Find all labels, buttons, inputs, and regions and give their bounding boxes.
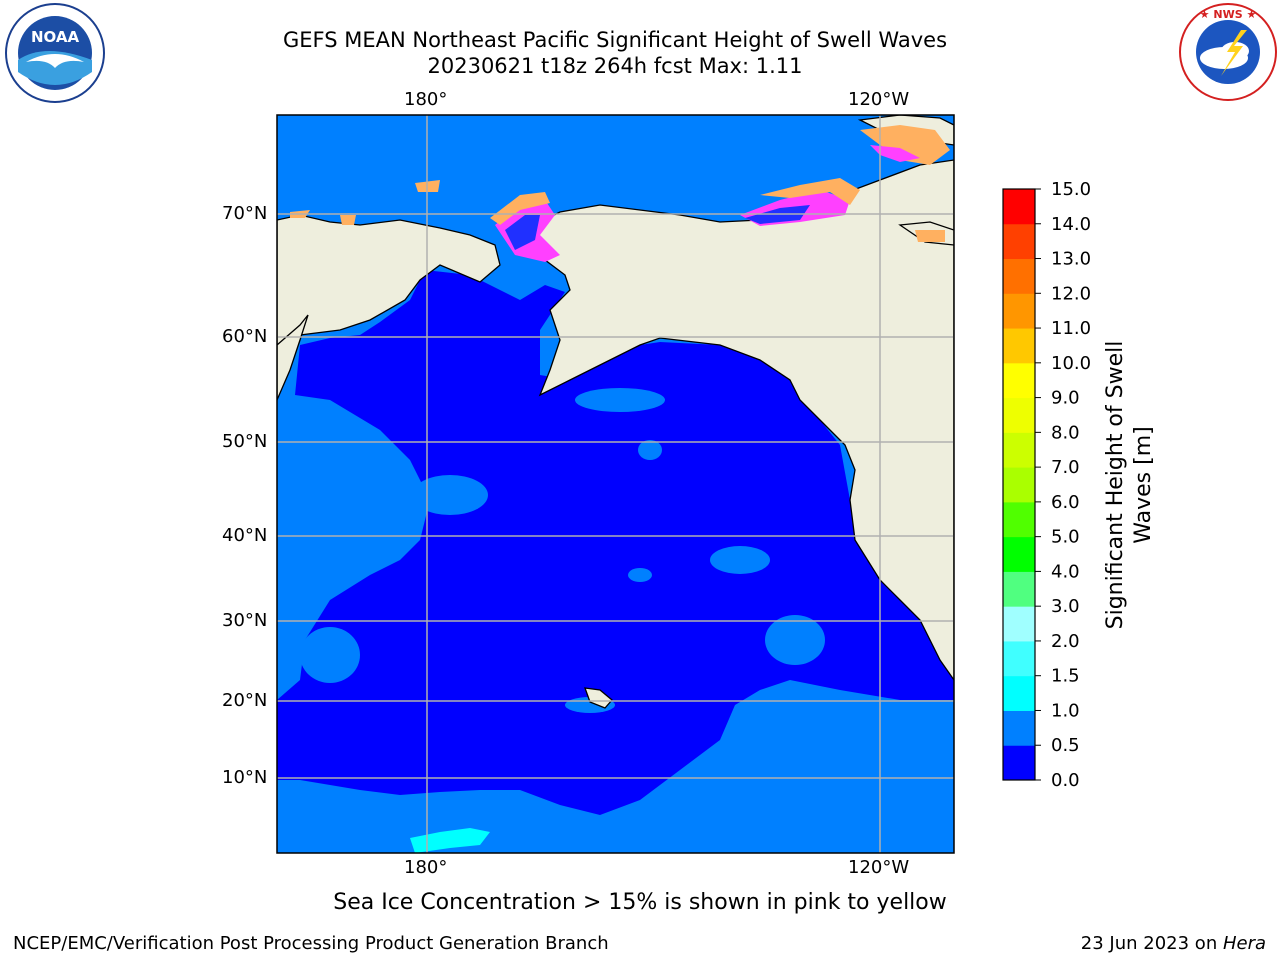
- footer-machine: Hera: [1222, 933, 1266, 954]
- lon-label-top-120w: 120°W: [848, 89, 910, 110]
- colorbar-segment: [1003, 710, 1035, 746]
- colorbar-segment: [1003, 189, 1035, 225]
- lon-label-top-180: 180°: [404, 89, 448, 110]
- sea-ice-caption: Sea Ice Concentration > 15% is shown in …: [333, 890, 947, 915]
- colorbar-segment: [1003, 745, 1035, 781]
- colorbar-segment: [1003, 536, 1035, 572]
- colorbar-tick-label: 2.0: [1051, 631, 1080, 652]
- colorbar-tick-label: 7.0: [1051, 457, 1080, 478]
- lat-label-20n: 20°N: [222, 690, 268, 711]
- swell-field-0-0p5: [277, 270, 954, 815]
- colorbar-tick-label: 1.5: [1051, 666, 1080, 687]
- colorbar-segment: [1003, 397, 1035, 433]
- lon-label-bottom-120w: 120°W: [848, 857, 910, 878]
- lat-label-70n: 70°N: [222, 203, 268, 224]
- colorbar-tick-label: 13.0: [1051, 249, 1091, 270]
- colorbar-segment: [1003, 467, 1035, 503]
- nws-logo: ★ NWS ★: [1177, 2, 1279, 106]
- colorbar-tick-label: 10.0: [1051, 353, 1091, 374]
- noaa-logo: NOAA: [4, 2, 106, 108]
- colorbar: [1003, 189, 1035, 781]
- gridlines: [277, 115, 954, 853]
- colorbar-tick-label: 4.0: [1051, 561, 1080, 582]
- colorbar-tick-label: 8.0: [1051, 422, 1080, 443]
- sea-ice: [290, 125, 950, 262]
- colorbar-segment: [1003, 606, 1035, 642]
- colorbar-frame: [1002, 188, 1036, 781]
- colorbar-tick-label: 15.0: [1051, 179, 1091, 200]
- footer-date: 23 Jun 2023 on Hera: [1081, 933, 1266, 954]
- lat-label-30n: 30°N: [222, 610, 268, 631]
- chart-title: GEFS MEAN Northeast Pacific Significant …: [282, 28, 948, 52]
- lat-label-50n: 50°N: [222, 431, 268, 452]
- colorbar-tick-label: 0.0: [1051, 770, 1080, 791]
- colorbar-tick-label: 9.0: [1051, 388, 1080, 409]
- lat-label-10n: 10°N: [222, 767, 268, 788]
- colorbar-tick-label: 3.0: [1051, 596, 1080, 617]
- svg-text:★ NWS ★: ★ NWS ★: [1200, 8, 1257, 21]
- colorbar-segment: [1003, 293, 1035, 329]
- lat-label-40n: 40°N: [222, 525, 268, 546]
- colorbar-tick-label: 0.5: [1051, 735, 1080, 756]
- footer-branch: NCEP/EMC/Verification Post Processing Pr…: [13, 933, 609, 954]
- colorbar-tick-label: 11.0: [1051, 318, 1091, 339]
- colorbar-segment: [1003, 675, 1035, 711]
- lat-label-60n: 60°N: [222, 326, 268, 347]
- colorbar-tick-label: 6.0: [1051, 492, 1080, 513]
- swell-field-1p0-1p5: [410, 828, 490, 853]
- colorbar-tick-label: 1.0: [1051, 700, 1080, 721]
- footer-date-text: 23 Jun 2023 on: [1080, 933, 1223, 954]
- colorbar-segment: [1003, 501, 1035, 538]
- colorbar-label-line2: Waves [m]: [1131, 426, 1156, 543]
- colorbar-segment: [1003, 432, 1035, 468]
- colorbar-tick-label: 12.0: [1051, 283, 1091, 304]
- colorbar-segment: [1003, 328, 1035, 364]
- colorbar-tick-label: 14.0: [1051, 214, 1091, 235]
- colorbar-tick-label: 5.0: [1051, 527, 1080, 548]
- map-frame: [276, 114, 955, 854]
- colorbar-segment: [1003, 571, 1035, 607]
- noaa-logo-text: NOAA: [31, 28, 80, 46]
- chart-subtitle: 20230621 t18z 264h fcst Max: 1.11: [427, 54, 803, 78]
- colorbar-segment: [1003, 258, 1035, 294]
- colorbar-label-line1: Significant Height of Swell: [1103, 341, 1128, 630]
- lon-label-bottom-180: 180°: [404, 857, 448, 878]
- colorbar-segment: [1003, 223, 1035, 260]
- map-area: [277, 115, 954, 853]
- colorbar-segment: [1003, 362, 1035, 399]
- colorbar-ticks: 0.0 0.5 1.0 1.5 2.0 3.0 4.0 5.0 6.0 7.0 8.0 9.0 10.0…: [1035, 179, 1091, 791]
- colorbar-segment: [1003, 640, 1035, 677]
- swell-patches: [300, 388, 825, 713]
